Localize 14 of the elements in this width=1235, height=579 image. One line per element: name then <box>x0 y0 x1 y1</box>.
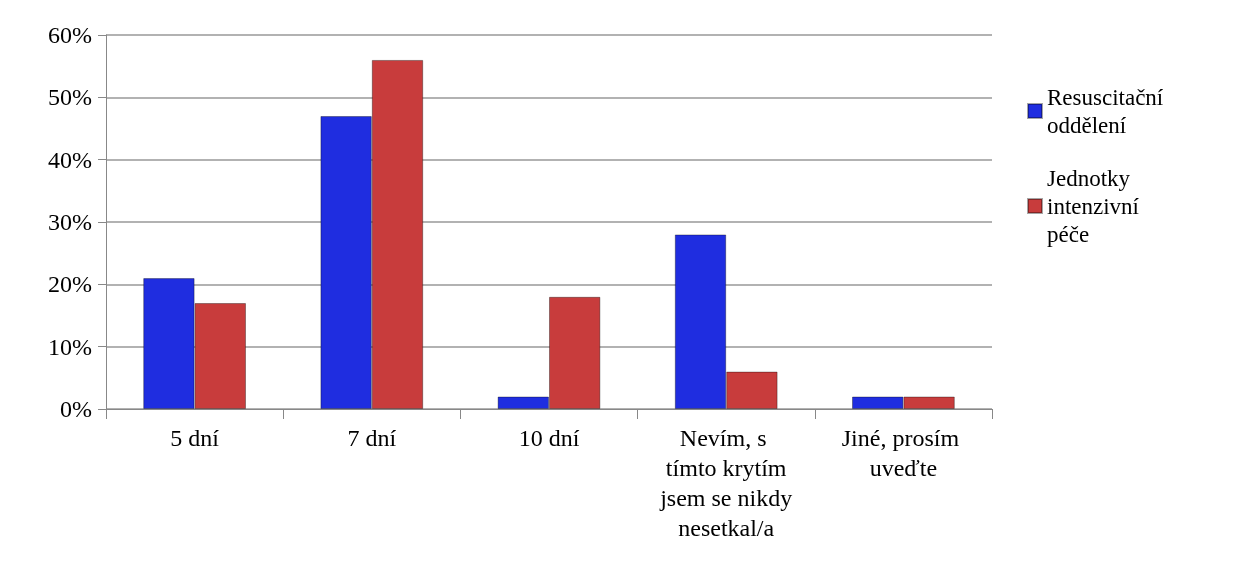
y-tick-label: 60% <box>48 22 92 48</box>
x-tick-label: Jiné, prosím uveďte <box>841 425 966 481</box>
y-tick-label: 10% <box>48 333 92 360</box>
x-tick-label: 10 dní <box>518 425 580 451</box>
x-tick-label: Nevím, s tímto krytím jsem se nikdy nesetkal/a <box>654 425 799 541</box>
x-tick-label: 7 dní <box>347 425 397 451</box>
x-tick-label: 5 dní <box>170 425 220 451</box>
legend-label: Jednotky intenzivní péče <box>1047 165 1145 247</box>
y-tick-label: 50% <box>48 84 92 111</box>
legend-label: Resuscitační oddělení <box>1047 84 1169 138</box>
y-tick-label: 0% <box>60 396 92 422</box>
y-tick-label: 20% <box>48 271 92 298</box>
y-tick-label: 30% <box>48 209 92 235</box>
y-tick-label: 40% <box>48 146 92 173</box>
